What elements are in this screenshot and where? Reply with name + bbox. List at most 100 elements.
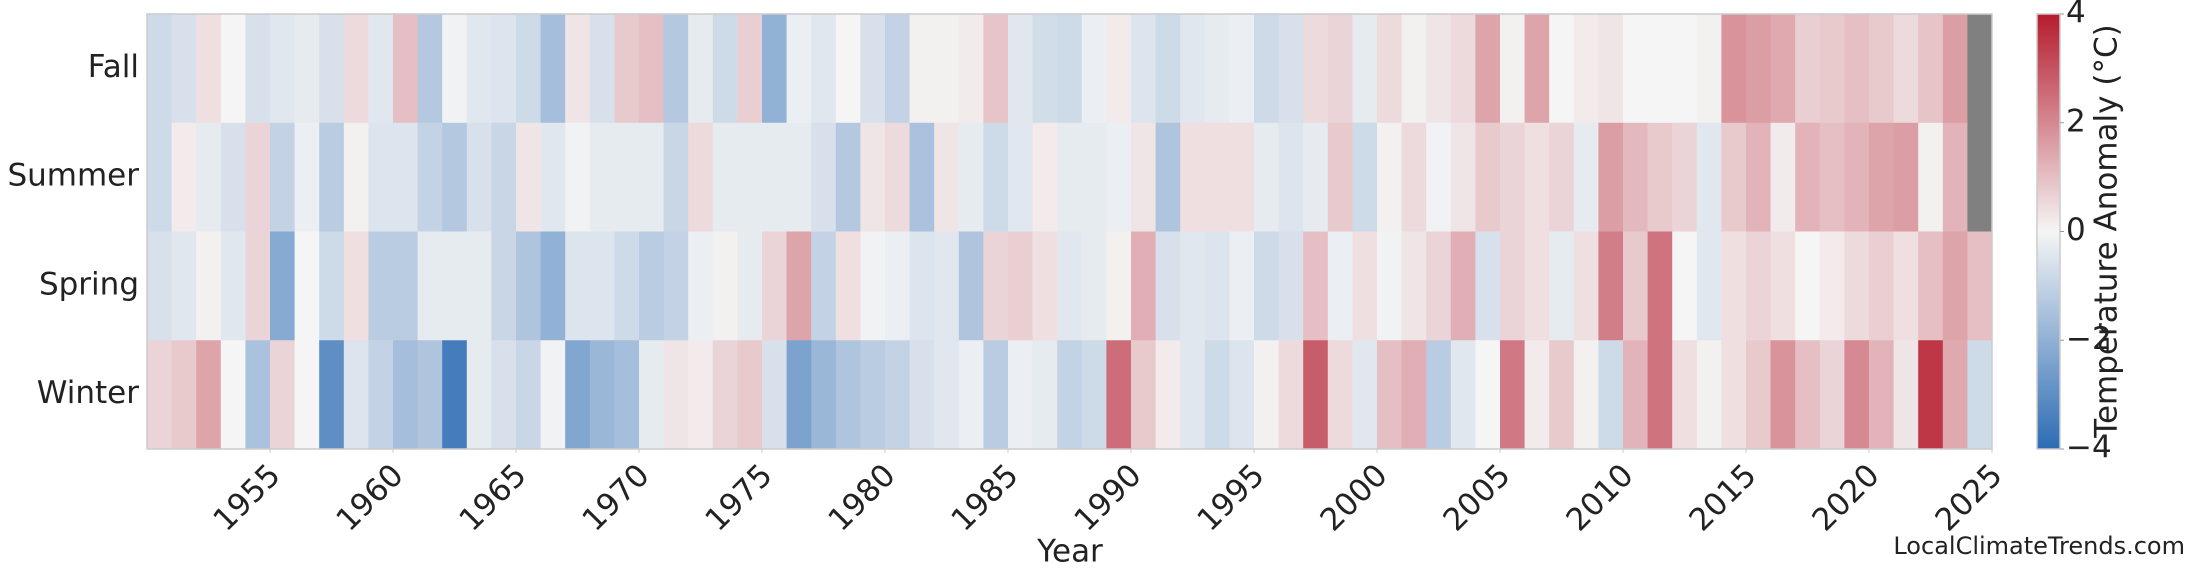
heat-cell <box>1598 122 1624 232</box>
x-tick-label: 1980 <box>821 457 902 538</box>
heat-cell <box>1106 340 1132 450</box>
heat-cell <box>1303 14 1329 124</box>
colorbar <box>2036 13 2061 450</box>
heat-cell <box>1795 14 1821 124</box>
heat-cell <box>1746 122 1772 232</box>
x-tick-label: 2010 <box>1559 457 1640 538</box>
heat-cell <box>1303 122 1329 232</box>
heat-cell <box>1032 231 1058 341</box>
heat-cell <box>1893 14 1919 124</box>
heat-cell <box>393 231 419 341</box>
heat-cell <box>1696 340 1722 450</box>
heat-cell <box>663 14 689 124</box>
heat-cell <box>1942 122 1968 232</box>
heat-cell <box>1819 14 1845 124</box>
heat-cell <box>147 122 173 232</box>
heat-cell <box>1721 340 1747 450</box>
heat-cell <box>368 14 394 124</box>
heat-cell <box>712 122 738 232</box>
heat-cell <box>1475 231 1501 341</box>
heat-cell <box>885 231 911 341</box>
heat-cell <box>1081 122 1107 232</box>
heat-cell <box>737 231 763 341</box>
heat-cell <box>1155 231 1181 341</box>
heat-cell <box>762 231 788 341</box>
heat-cell <box>196 231 222 341</box>
heat-cell <box>442 340 468 450</box>
heat-cell <box>1967 14 1993 124</box>
heat-cell <box>1647 122 1673 232</box>
heat-cell <box>1500 231 1526 341</box>
heat-cell <box>343 231 369 341</box>
heat-cell <box>1549 231 1575 341</box>
heat-cell <box>1844 122 1870 232</box>
heat-cell <box>1155 340 1181 450</box>
heat-cell <box>1524 340 1550 450</box>
heat-cell <box>147 340 173 450</box>
heat-cell <box>565 122 591 232</box>
heat-cell <box>1081 14 1107 124</box>
heat-cell <box>1475 340 1501 450</box>
heat-cell <box>368 231 394 341</box>
heat-cell <box>1819 340 1845 450</box>
heat-cell <box>1524 122 1550 232</box>
heat-cell <box>171 122 197 232</box>
heat-cell <box>319 340 345 450</box>
heat-cell <box>1573 231 1599 341</box>
heat-cell <box>934 340 960 450</box>
heat-cell <box>393 122 419 232</box>
heat-cell <box>1967 340 1993 450</box>
heat-cell <box>589 340 615 450</box>
heat-cell <box>1623 340 1649 450</box>
heat-cell <box>885 122 911 232</box>
heat-cell <box>1967 231 1993 341</box>
heat-cell <box>1032 340 1058 450</box>
heat-cell <box>1893 231 1919 341</box>
heat-cell <box>1180 122 1206 232</box>
heat-cell <box>1942 231 1968 341</box>
heat-cell <box>1352 340 1378 450</box>
heat-cell <box>786 14 812 124</box>
heat-cell <box>1549 14 1575 124</box>
heat-cell <box>885 14 911 124</box>
heat-cell <box>1647 231 1673 341</box>
heat-cell <box>1278 231 1304 341</box>
heat-cell <box>1893 122 1919 232</box>
heat-cell <box>1573 122 1599 232</box>
heat-cell <box>442 231 468 341</box>
heat-cell <box>614 122 640 232</box>
heat-cell <box>1598 231 1624 341</box>
heat-cell <box>1081 340 1107 450</box>
heat-cell <box>1401 231 1427 341</box>
heat-cell <box>417 122 443 232</box>
heat-cell <box>639 122 665 232</box>
heat-cell <box>1254 340 1280 450</box>
heat-cell <box>270 231 296 341</box>
heat-cell <box>1057 340 1083 450</box>
heat-cell <box>1573 14 1599 124</box>
heat-cell <box>319 231 345 341</box>
heat-cell <box>294 231 320 341</box>
heat-cell <box>737 14 763 124</box>
heat-cell <box>909 14 935 124</box>
heat-cell <box>1524 231 1550 341</box>
heat-cell <box>1623 231 1649 341</box>
heat-cell <box>442 14 468 124</box>
heat-cell <box>737 340 763 450</box>
heat-cell <box>712 340 738 450</box>
heat-cell <box>1401 122 1427 232</box>
heat-cell <box>196 340 222 450</box>
heat-cell <box>1008 231 1034 341</box>
heat-cell <box>1869 231 1895 341</box>
heat-cell <box>934 231 960 341</box>
heat-cell <box>294 122 320 232</box>
heat-cell <box>1918 340 1944 450</box>
x-tick-label: 2015 <box>1682 457 1763 538</box>
heat-cell <box>1131 14 1157 124</box>
heat-cell <box>1327 231 1353 341</box>
heat-cell <box>958 14 984 124</box>
heat-cell <box>1795 122 1821 232</box>
heat-cell <box>1032 122 1058 232</box>
heat-cell <box>1254 14 1280 124</box>
